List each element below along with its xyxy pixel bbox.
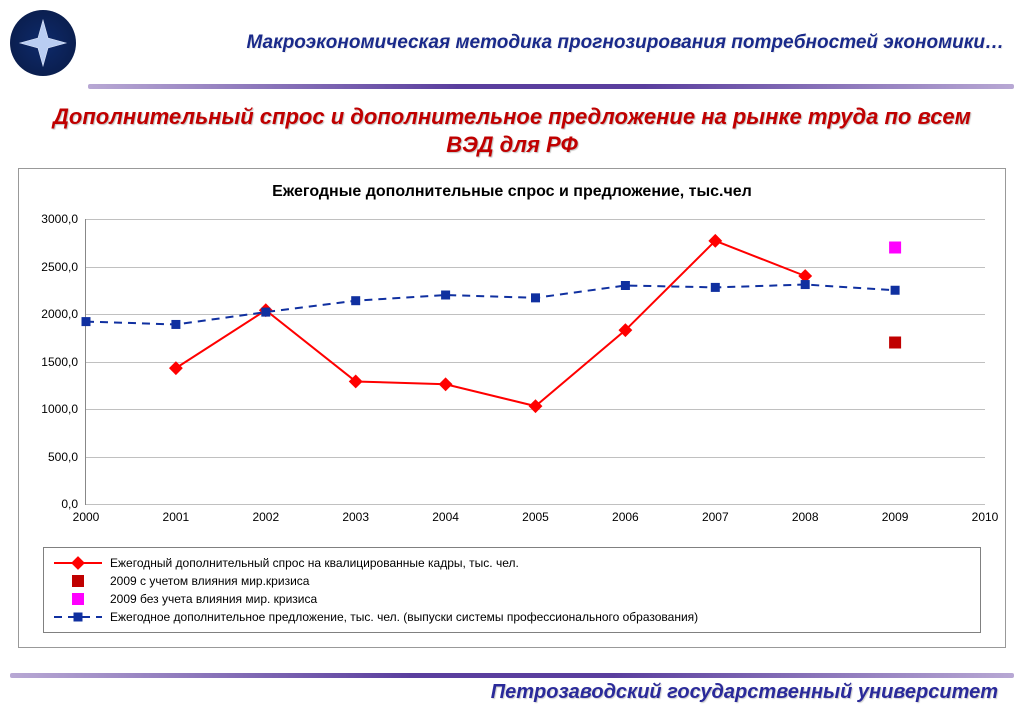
legend-item: 2009 без учета влияния мир. кризиса [54, 590, 970, 608]
x-tick-label: 2004 [432, 504, 459, 524]
x-tick-label: 2006 [612, 504, 639, 524]
y-tick-label: 2000,0 [41, 307, 86, 321]
x-tick-label: 2010 [972, 504, 999, 524]
y-tick-label: 1500,0 [41, 355, 86, 369]
legend-label: 2009 без учета влияния мир. кризиса [110, 592, 317, 606]
main-title: Дополнительный спрос и дополнительное пр… [40, 103, 984, 158]
x-tick-label: 2008 [792, 504, 819, 524]
legend-item: Ежегодный дополнительный спрос на квалиц… [54, 554, 970, 572]
chart-title: Ежегодные дополнительные спрос и предлож… [19, 169, 1005, 211]
y-tick-label: 1000,0 [41, 402, 86, 416]
chart-container: Ежегодные дополнительные спрос и предлож… [18, 168, 1006, 648]
header-title: Макроэкономическая методика прогнозирова… [90, 32, 1004, 54]
legend-item: 2009 с учетом влияния мир.кризиса [54, 572, 970, 590]
y-tick-label: 2500,0 [41, 260, 86, 274]
legend-item: Ежегодное дополнительное предложение, ты… [54, 608, 970, 626]
x-tick-label: 2003 [342, 504, 369, 524]
y-tick-label: 500,0 [48, 450, 86, 464]
legend-label: Ежегодное дополнительное предложение, ты… [110, 610, 698, 624]
x-tick-label: 2005 [522, 504, 549, 524]
x-tick-label: 2009 [882, 504, 909, 524]
y-tick-label: 3000,0 [41, 212, 86, 226]
footer-divider [10, 673, 1014, 678]
header-divider [88, 84, 1014, 89]
chart-legend: Ежегодный дополнительный спрос на квалиц… [43, 547, 981, 633]
legend-label: Ежегодный дополнительный спрос на квалиц… [110, 556, 519, 570]
header: Макроэкономическая методика прогнозирова… [0, 0, 1024, 84]
x-tick-label: 2002 [252, 504, 279, 524]
chart-plot: 0,0500,01000,01500,02000,02500,03000,020… [33, 211, 991, 531]
footer-text: Петрозаводский государственный университ… [0, 681, 1024, 704]
x-tick-label: 2007 [702, 504, 729, 524]
university-logo [10, 10, 76, 76]
legend-label: 2009 с учетом влияния мир.кризиса [110, 574, 309, 588]
x-tick-label: 2000 [73, 504, 100, 524]
x-tick-label: 2001 [163, 504, 190, 524]
